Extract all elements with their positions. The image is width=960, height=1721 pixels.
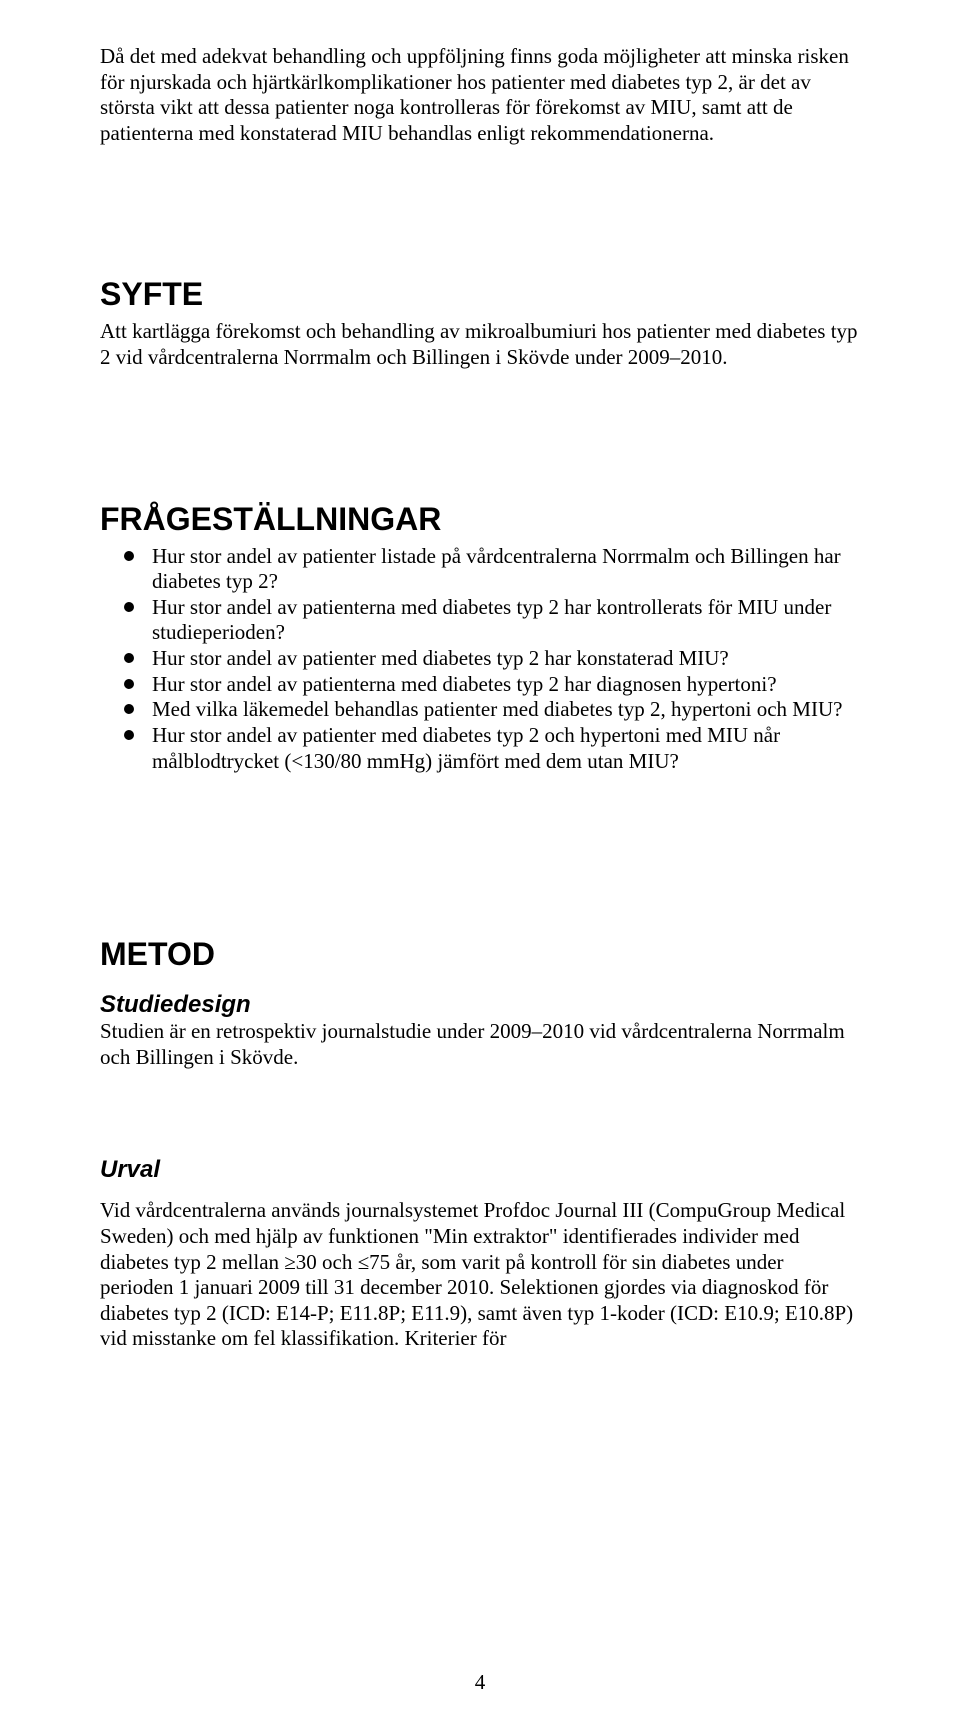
spacer: [100, 383, 860, 439]
urval-text: Vid vårdcentralerna används journalsyste…: [100, 1198, 860, 1352]
document-page: Då det med adekvat behandling och uppföl…: [0, 0, 960, 1721]
spacer: [100, 786, 860, 842]
subheading-urval: Urval: [100, 1156, 860, 1184]
studiedesign-text: Studien är en retrospektiv journalstudie…: [100, 1019, 860, 1070]
heading-syfte: SYFTE: [100, 276, 860, 313]
heading-metod: METOD: [100, 936, 860, 973]
list-item: Hur stor andel av patienterna med diabet…: [100, 595, 860, 646]
list-item: Hur stor andel av patienter med diabetes…: [100, 646, 860, 672]
fragor-list: Hur stor andel av patienter listade på v…: [100, 544, 860, 774]
syfte-text: Att kartlägga förekomst och behandling a…: [100, 319, 860, 370]
list-item: Hur stor andel av patienter med diabetes…: [100, 723, 860, 774]
heading-fragestallningar: FRÅGESTÄLLNINGAR: [100, 501, 860, 538]
list-item: Med vilka läkemedel behandlas patienter …: [100, 697, 860, 723]
intro-paragraph: Då det med adekvat behandling och uppföl…: [100, 44, 860, 146]
list-item: Hur stor andel av patienter listade på v…: [100, 544, 860, 595]
spacer: [100, 1082, 860, 1138]
subheading-studiedesign: Studiedesign: [100, 991, 860, 1019]
spacer: [100, 1184, 860, 1198]
list-item: Hur stor andel av patienterna med diabet…: [100, 672, 860, 698]
spacer: [100, 842, 860, 874]
page-number: 4: [0, 1670, 960, 1695]
spacer: [100, 158, 860, 214]
